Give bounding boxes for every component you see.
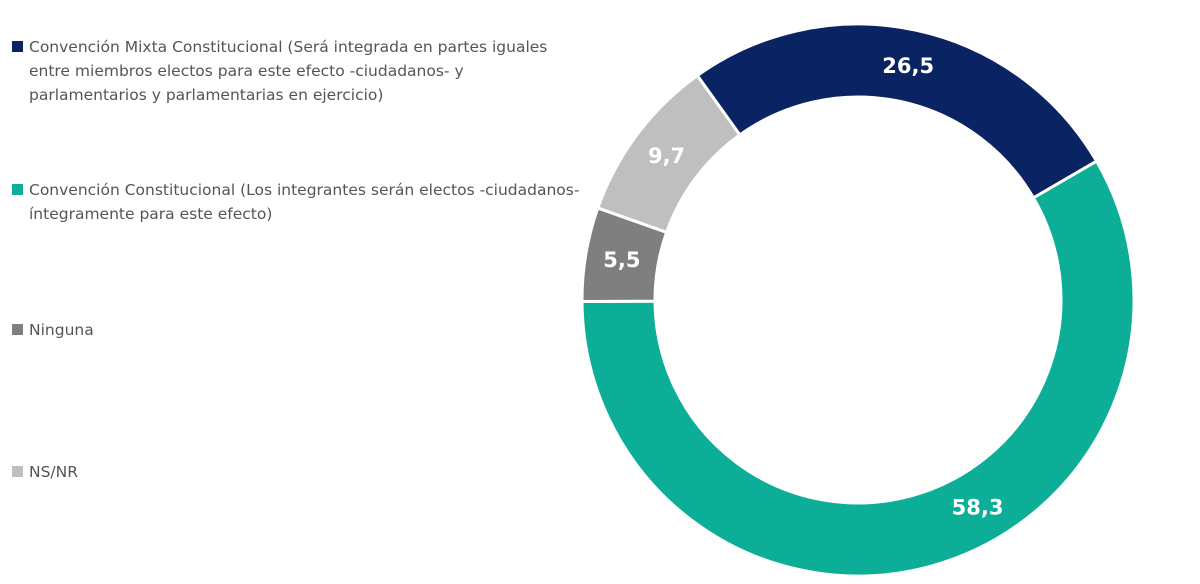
legend-item-convencion-mixta: Convención Mixta Constitucional (Será in… [12, 35, 547, 107]
legend-swatch-ns-nr [12, 466, 23, 477]
legend-swatch-ninguna [12, 324, 23, 335]
legend-swatch-convencion-mixta [12, 41, 23, 52]
donut-slice-convencion-mixta [695, 22, 1099, 200]
legend-label-convencion-mixta: Convención Mixta Constitucional (Será in… [29, 38, 548, 104]
data-label-convencion-mixta: 26,5 [882, 54, 934, 78]
data-label-convencion-constitucional: 58,3 [952, 496, 1004, 520]
legend-label-ninguna: Ninguna [29, 321, 94, 339]
legend-item-convencion-constitucional: Convención Constitucional (Los integrant… [12, 178, 579, 226]
legend-label-ns-nr: NS/NR [29, 463, 79, 481]
legend-item-ns-nr: NS/NR [12, 460, 78, 484]
chart-legend: Convención Mixta Constitucional (Será in… [12, 0, 592, 584]
legend-item-ninguna: Ninguna [12, 318, 94, 342]
data-label-ns-nr: 9,7 [648, 144, 685, 168]
data-label-ninguna: 5,5 [603, 248, 640, 272]
donut-slice-convencion-constitucional [580, 159, 1136, 578]
legend-label-convencion-constitucional: Convención Constitucional (Los integrant… [29, 181, 580, 223]
legend-swatch-convencion-constitucional [12, 184, 23, 195]
donut-slice-ns-nr [595, 73, 742, 235]
